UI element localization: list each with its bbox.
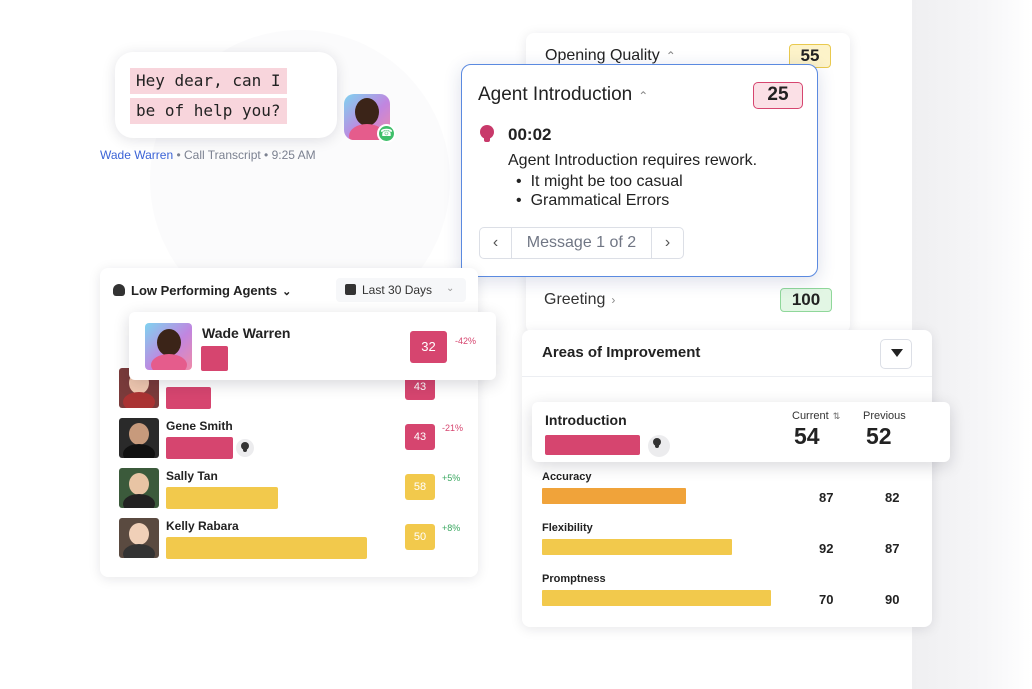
agent-introduction-title: Agent Introduction (478, 84, 633, 105)
message-pager: ‹ Message 1 of 2 › (479, 227, 684, 259)
improvement-row[interactable]: Flexibility 92 87 (522, 522, 932, 566)
feedback-item: Grammatical Errors (516, 191, 683, 210)
greeting-score: 100 (780, 288, 832, 312)
chevron-up-icon: ⌃ (638, 89, 649, 103)
chevron-up-icon: ⌃ (665, 49, 676, 63)
previous-label: Previous (863, 410, 906, 422)
agent-score-bar (166, 437, 233, 459)
agent-score-bar (201, 346, 228, 371)
chevron-right-icon: › (611, 293, 616, 307)
current-value: 87 (819, 490, 834, 505)
agent-score-bar (166, 387, 211, 409)
agent-name: Sally Tan (166, 469, 218, 483)
agents-dropdown-label: Low Performing Agents (131, 283, 278, 298)
chevron-down-icon: ⌄ (446, 283, 455, 294)
chat-line-2: be of help you? (130, 98, 287, 124)
improvement-bar (542, 590, 771, 606)
agent-delta: -21% (442, 423, 464, 433)
agent-photo (119, 518, 159, 558)
agent-score-bar (166, 487, 278, 509)
greeting-title: Greeting (544, 291, 606, 308)
current-value: 70 (819, 592, 834, 607)
divider (522, 376, 932, 377)
agent-delta: -42% (455, 336, 477, 346)
sort-icon: ⇅ (832, 411, 841, 421)
message-counter: Message 1 of 2 (511, 228, 652, 258)
opening-quality-header[interactable]: Opening Quality ⌃ (545, 47, 676, 65)
previous-value: 90 (885, 592, 900, 607)
improvement-label: Accuracy (542, 471, 592, 483)
greeting-row[interactable]: Greeting › (544, 291, 615, 309)
agent-photo (119, 468, 159, 508)
agent-score-bar (166, 537, 367, 559)
agent-score: 58 (405, 474, 435, 500)
chat-line-1: Hey dear, can I (130, 68, 287, 94)
prev-message-button[interactable]: ‹ (492, 234, 499, 251)
date-range-select[interactable]: Last 30 Days ⌄ (336, 278, 466, 302)
agent-score: 43 (405, 424, 435, 450)
agent-photo (145, 323, 192, 370)
agent-introduction-header[interactable]: Agent Introduction ⌃ (478, 84, 648, 106)
timestamp[interactable]: 00:02 (508, 125, 552, 144)
calendar-icon (345, 284, 356, 295)
improvement-row[interactable]: Promptness 70 90 (522, 573, 932, 617)
agent-name: Kelly Rabara (166, 519, 239, 533)
agents-dropdown[interactable]: Low Performing Agents ⌄ (131, 283, 291, 298)
feedback-description: Agent Introduction requires rework. (508, 152, 758, 169)
previous-value: 52 (866, 423, 892, 449)
feedback-list: It might be too casual Grammatical Error… (516, 172, 683, 210)
agent-row[interactable]: Gene Smith 43 -21% (100, 418, 478, 462)
current-column-header[interactable]: Current ⇅ (792, 410, 840, 422)
chevron-down-icon: ⌄ (282, 286, 292, 298)
agent-photo (119, 418, 159, 458)
agent-delta: +5% (442, 473, 461, 483)
chat-meta: Wade Warren • Call Transcript • 9:25 AM (100, 148, 316, 162)
agent-row[interactable]: Sally Tan 58 +5% (100, 468, 478, 512)
improvement-bar (542, 488, 686, 504)
chat-agent-name[interactable]: Wade Warren (100, 148, 174, 162)
lightbulb-icon[interactable] (236, 439, 254, 457)
agent-score: 50 (405, 524, 435, 550)
agent-name: Wade Warren (202, 325, 291, 341)
current-value: 54 (794, 423, 820, 449)
agent-score: 32 (410, 331, 447, 363)
chat-bubble: Hey dear, can I be of help you? (115, 52, 337, 138)
improvement-row[interactable]: Accuracy 87 82 (522, 471, 932, 515)
date-range-label: Last 30 Days (362, 283, 433, 297)
improvement-label: Promptness (542, 573, 606, 585)
background-panel (912, 0, 1032, 689)
agent-introduction-score: 25 (753, 82, 803, 109)
introduction-highlight-card[interactable]: Introduction Current ⇅ Previous 54 52 (532, 402, 950, 462)
improvement-label: Introduction (545, 412, 627, 428)
agent-row[interactable]: Kelly Rabara 50 +8% (100, 518, 478, 562)
chat-meta-text: • Call Transcript • 9:25 AM (173, 148, 316, 162)
areas-title: Areas of Improvement (542, 344, 701, 361)
agent-name: Gene Smith (166, 419, 233, 433)
agent-icon (113, 284, 125, 296)
next-message-button[interactable]: › (664, 234, 671, 251)
improvement-bar (542, 539, 732, 555)
feedback-item: It might be too casual (516, 172, 683, 191)
lightbulb-icon[interactable] (648, 435, 670, 457)
current-label: Current (792, 410, 829, 422)
opening-quality-title: Opening Quality (545, 47, 660, 64)
phone-icon: ☎ (377, 124, 396, 143)
previous-value: 82 (885, 490, 900, 505)
previous-value: 87 (885, 541, 900, 556)
areas-of-improvement-panel: Areas of Improvement Accuracy 87 82 Flex… (522, 330, 932, 627)
featured-agent-card[interactable]: Wade Warren 32 -42% (129, 312, 496, 380)
filter-icon[interactable] (880, 339, 912, 369)
lightbulb-icon (480, 125, 494, 142)
agent-delta: +8% (442, 523, 461, 533)
improvement-bar (545, 435, 640, 455)
improvement-label: Flexibility (542, 522, 593, 534)
current-value: 92 (819, 541, 834, 556)
agent-introduction-popover: Agent Introduction ⌃ 25 00:02 Agent Intro… (461, 64, 818, 277)
